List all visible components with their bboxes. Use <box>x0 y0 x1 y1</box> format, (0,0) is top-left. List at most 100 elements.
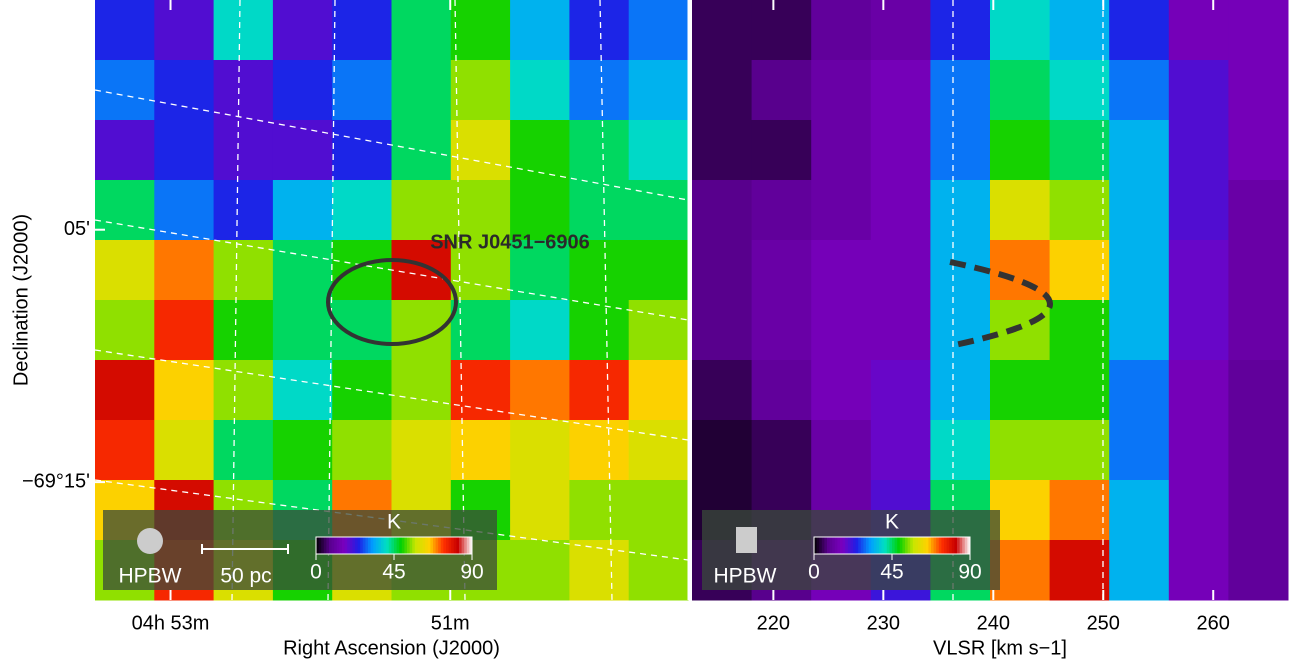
colorbar-step <box>816 537 820 554</box>
heat-cell <box>1109 0 1170 61</box>
colorbar-step <box>386 537 390 554</box>
colorbar-step <box>863 537 867 554</box>
colorbar-step <box>427 537 431 554</box>
heat-cell <box>332 240 392 301</box>
heat-cell <box>450 180 511 241</box>
colorbar-step <box>323 537 327 554</box>
heat-cell <box>213 60 274 121</box>
heat-cell <box>272 60 333 121</box>
heat-cell <box>213 120 274 181</box>
x-tick-label: 220 <box>757 612 790 634</box>
heat-cell <box>1109 180 1170 241</box>
colorbar-step <box>902 537 906 554</box>
colorbar-step <box>918 537 922 554</box>
colorbar-step <box>923 537 927 554</box>
overlay: SNR J0451−6906 HPBW HPBW 50 pc K 0 45 90 K 0 4… <box>94 0 1215 601</box>
colorbar-step <box>381 537 385 554</box>
heat-cell <box>510 240 570 301</box>
colorbar-label: K <box>885 511 899 534</box>
colorbar-step <box>905 537 909 554</box>
heat-cell <box>1049 120 1110 181</box>
heat-cell <box>1228 0 1289 61</box>
colorbar-tick-label: 90 <box>958 561 981 584</box>
heat-cell <box>450 360 511 421</box>
colorbar-step <box>321 537 325 554</box>
colorbar-step <box>469 537 473 554</box>
heat-cell <box>1049 0 1110 61</box>
colorbar-step <box>954 537 958 554</box>
heat-cell <box>811 240 872 301</box>
colorbar-step <box>936 537 940 554</box>
heat-cell <box>1109 300 1170 361</box>
colorbar-step <box>899 537 903 554</box>
colorbar-step <box>962 537 966 554</box>
beam <box>137 528 163 554</box>
heat-cell <box>391 240 452 301</box>
heat-cell <box>1228 420 1289 481</box>
colorbar-step <box>349 537 353 554</box>
heat-cell <box>930 300 991 361</box>
colorbar-step <box>871 537 875 554</box>
heat-cell <box>154 360 215 421</box>
heat-cell <box>95 300 155 361</box>
heat-cell <box>1228 300 1289 361</box>
colorbar-step <box>365 537 369 554</box>
colorbar-step <box>931 537 935 554</box>
heat-cell <box>450 420 511 481</box>
heat-cell <box>751 120 812 181</box>
colorbar-step <box>435 537 439 554</box>
colorbar-step <box>425 537 429 554</box>
colorbar-step <box>466 537 470 554</box>
colorbar-step <box>814 537 818 554</box>
heat-cell <box>213 360 274 421</box>
heat-cell <box>213 300 274 361</box>
heat-cell <box>870 360 931 421</box>
colorbar-step <box>847 537 851 554</box>
colorbar-step <box>832 537 836 554</box>
heat-cell <box>628 480 689 541</box>
colorbar-step <box>894 537 898 554</box>
heat-cell <box>154 420 215 481</box>
colorbar-step <box>910 537 914 554</box>
colorbar-step <box>915 537 919 554</box>
colorbar-step <box>951 537 955 554</box>
colorbar-step <box>845 537 849 554</box>
heat-cell <box>930 60 991 121</box>
colorbar-step <box>399 537 403 554</box>
heat-cell <box>391 420 452 481</box>
colorbar-step <box>873 537 877 554</box>
heat-cell <box>510 60 570 121</box>
heat-cell <box>569 540 630 601</box>
heat-cell <box>569 240 630 301</box>
beam-label: HPBW <box>119 565 182 588</box>
x-tick-label: 240 <box>977 612 1010 634</box>
heat-cell <box>751 180 812 241</box>
colorbar-step <box>414 537 418 554</box>
heat-cell <box>569 180 630 241</box>
heat-cell <box>569 0 630 61</box>
colorbar-step <box>339 537 343 554</box>
colorbar-step <box>855 537 859 554</box>
heat-cell <box>628 120 689 181</box>
heat-cell <box>628 540 689 601</box>
colorbar-step <box>451 537 455 554</box>
heat-cell <box>692 300 753 361</box>
heat-cell <box>95 0 155 61</box>
heat-cell <box>391 360 452 421</box>
heat-cell <box>1168 180 1229 241</box>
heat-cell <box>1049 60 1110 121</box>
heat-cell <box>692 60 753 121</box>
colorbar-step <box>821 537 825 554</box>
colorbar-step <box>912 537 916 554</box>
colorbar-step <box>373 537 377 554</box>
heat-cell <box>154 0 215 61</box>
colorbar-step <box>446 537 450 554</box>
heat-cell <box>990 300 1051 361</box>
heat-cell <box>1168 480 1229 541</box>
colorbar-step <box>933 537 937 554</box>
colorbar-step <box>827 537 831 554</box>
colorbar-step <box>925 537 929 554</box>
colorbar-step <box>344 537 348 554</box>
heat-cell <box>272 420 333 481</box>
heat-cell <box>510 420 570 481</box>
